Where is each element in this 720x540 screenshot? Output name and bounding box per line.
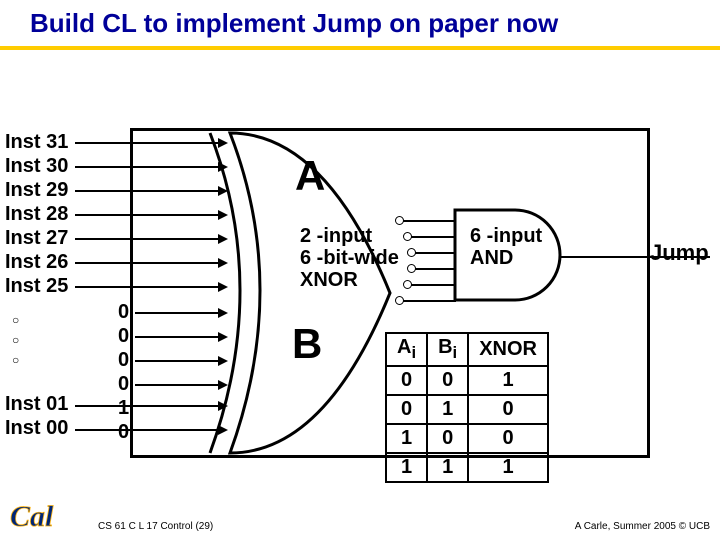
footer-right: A Carle, Summer 2005 © UCB (575, 521, 710, 532)
constant-bits: 0 0 0 0 1 0 (118, 300, 129, 444)
bubble-icon (395, 216, 404, 225)
wire (400, 220, 456, 222)
footer-left: CS 61 C L 17 Control (29) (98, 521, 213, 532)
title-underline (0, 46, 720, 50)
td: 0 (468, 424, 548, 453)
bubble-icon (407, 264, 416, 273)
output-label: Jump (650, 240, 709, 266)
td: 1 (468, 366, 548, 395)
text: 6 -input (470, 225, 542, 247)
bit: 1 (118, 396, 129, 420)
bit: 0 (118, 420, 129, 444)
bit: 0 (118, 348, 129, 372)
label: Inst 01 (5, 392, 68, 416)
label: Inst 27 (5, 226, 68, 250)
ellipsis-dots: ○○○ (12, 310, 19, 370)
td: 0 (427, 424, 468, 453)
td: 1 (427, 395, 468, 424)
cal-logo-icon: Cal (6, 494, 88, 536)
svg-text:Cal: Cal (10, 500, 54, 533)
label: Inst 28 (5, 202, 68, 226)
td: 0 (468, 395, 548, 424)
label-b: B (292, 320, 322, 368)
td: 1 (427, 453, 468, 482)
th: XNOR (468, 333, 548, 366)
wire (412, 268, 456, 270)
label: Inst 26 (5, 250, 68, 274)
slide-title: Build CL to implement Jump on paper now (30, 8, 558, 39)
input-labels-top: Inst 31 Inst 30 Inst 29 Inst 28 Inst 27 … (5, 130, 68, 298)
text: XNOR (300, 269, 399, 291)
label: Inst 00 (5, 416, 68, 440)
label: Inst 25 (5, 274, 68, 298)
bubble-icon (395, 296, 404, 305)
text: AND (470, 247, 542, 269)
td: 0 (427, 366, 468, 395)
bit: 0 (118, 372, 129, 396)
text: 2 -input (300, 225, 399, 247)
td: 0 (386, 366, 427, 395)
bubble-icon (403, 280, 412, 289)
wire (412, 252, 456, 254)
bit: 0 (118, 300, 129, 324)
label: Inst 31 (5, 130, 68, 154)
label: Inst 30 (5, 154, 68, 178)
wire (408, 236, 456, 238)
bit: 0 (118, 324, 129, 348)
th: Ai (386, 333, 427, 366)
td: 0 (386, 395, 427, 424)
td: 1 (386, 424, 427, 453)
label: Inst 29 (5, 178, 68, 202)
xnor-label: 2 -input 6 -bit-wide XNOR (300, 225, 399, 291)
td: 1 (468, 453, 548, 482)
bubble-icon (403, 232, 412, 241)
td: 1 (386, 453, 427, 482)
label-a: A (295, 152, 325, 200)
input-labels-bottom: Inst 01 Inst 00 (5, 392, 68, 440)
and-label: 6 -input AND (470, 225, 542, 269)
xnor-truth-table: Ai Bi XNOR 001 010 100 111 (385, 332, 549, 483)
bubble-icon (407, 248, 416, 257)
wire (400, 300, 456, 302)
text: 6 -bit-wide (300, 247, 399, 269)
wire (408, 284, 456, 286)
th: Bi (427, 333, 468, 366)
